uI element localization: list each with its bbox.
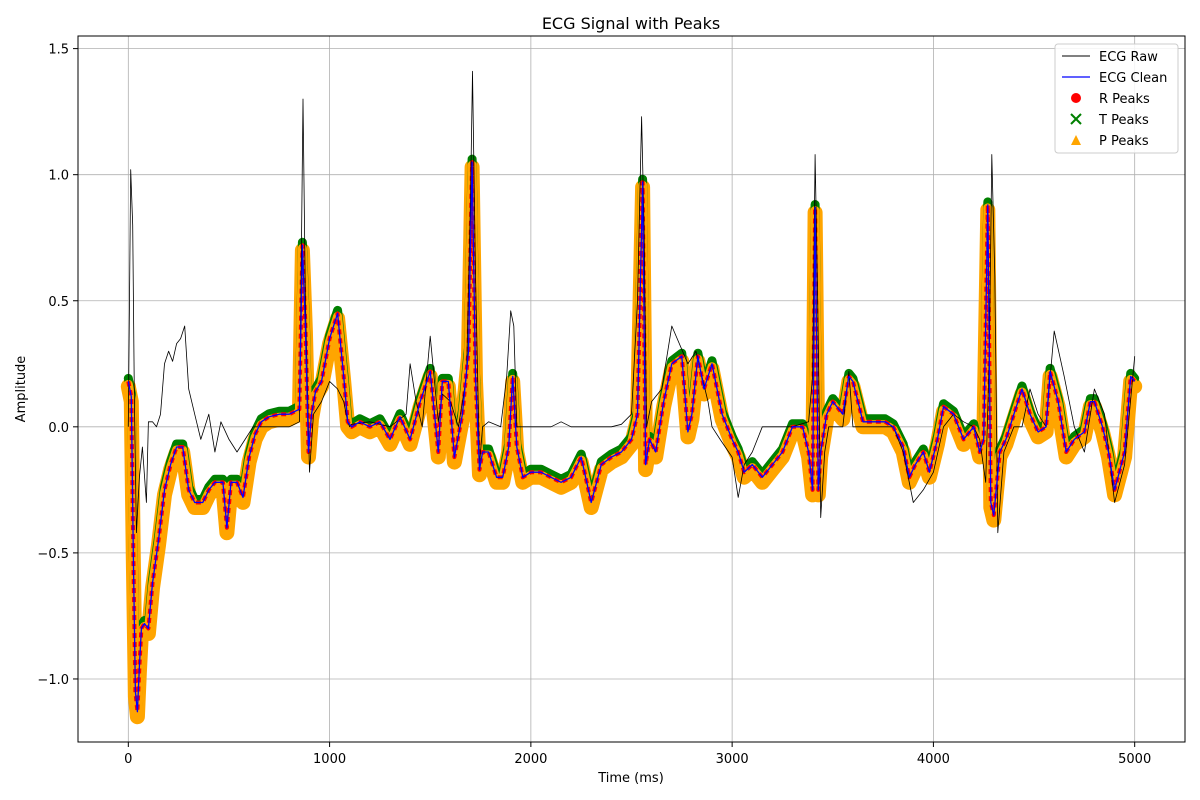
legend-label-r-peaks: R Peaks: [1099, 92, 1150, 107]
y-axis-title: Amplitude: [14, 356, 29, 423]
x-tick-label: 4000: [917, 752, 950, 767]
x-tick-label: 3000: [716, 752, 749, 767]
legend-box: [1054, 43, 1179, 154]
x-tick-label: 0: [124, 752, 132, 767]
x-tick-label: 1000: [313, 752, 346, 767]
series-layer: [120, 70, 1143, 725]
y-tick-label: −0.5: [37, 547, 69, 562]
ecg-clean-line: [127, 161, 1136, 713]
legend-label-ecg-clean: ECG Clean: [1099, 71, 1167, 86]
y-tick-label: 1.5: [48, 43, 69, 58]
axis-ticks: 0 1000 2000 3000 4000 5000 −1.0 −0.5 0.0 0.5 1.0 1.…: [37, 43, 1151, 767]
y-tick-label: −1.0: [37, 673, 69, 688]
x-tick-label: 2000: [514, 752, 547, 767]
legend-label-ecg-raw: ECG Raw: [1099, 50, 1158, 65]
y-tick-label: 0.0: [48, 421, 69, 436]
ecg-raw-line: [127, 70, 1136, 534]
y-tick-label: 0.5: [48, 295, 69, 310]
plot-frame: [77, 35, 1186, 743]
legend-swatch-r-peaks: [1071, 93, 1081, 103]
legend-swatch-p-peaks: [1071, 135, 1081, 145]
legend-label-t-peaks: T Peaks: [1098, 113, 1149, 128]
legend-label-p-peaks: P Peaks: [1099, 134, 1149, 149]
chart-title: ECG Signal with Peaks: [542, 14, 720, 33]
x-tick-label: 5000: [1118, 752, 1151, 767]
x-axis-title: Time (ms): [597, 771, 664, 786]
y-tick-label: 1.0: [48, 169, 69, 184]
legend-swatch-t-peaks: [1070, 113, 1082, 125]
legend: ECG Raw ECG Clean R Peaks T Peaks P Peak…: [1054, 43, 1179, 154]
